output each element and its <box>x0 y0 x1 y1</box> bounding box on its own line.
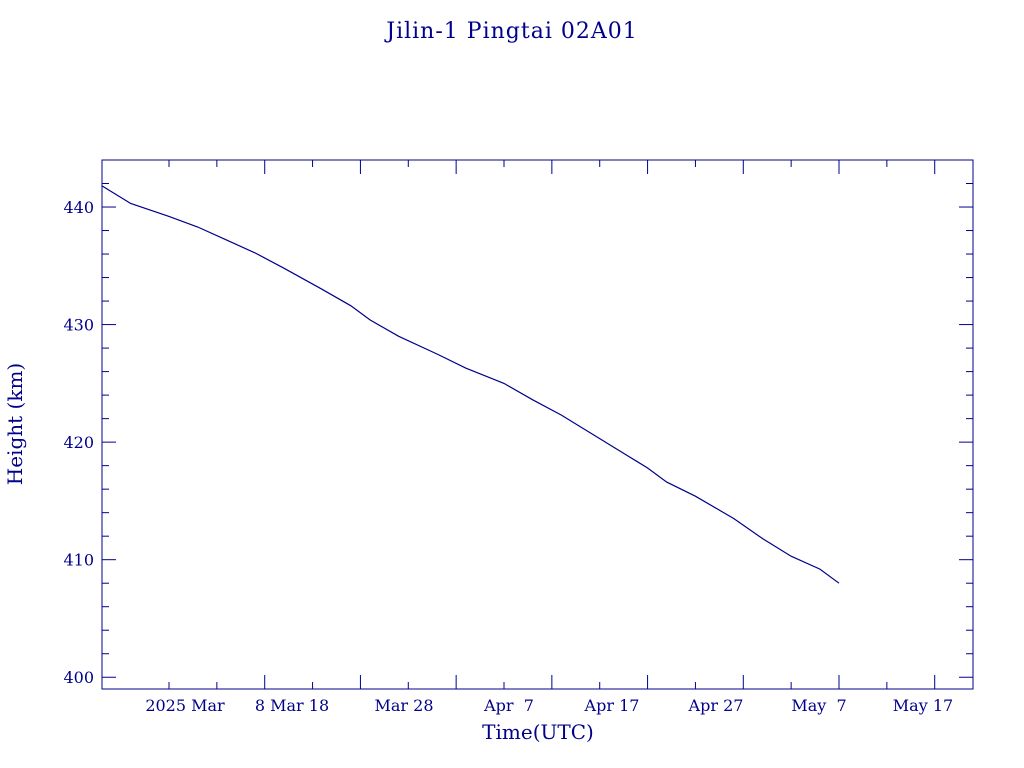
x-axis-tick-labels: 2025 Mar 8 Mar 18 Mar 28 Apr 7 Apr 17 Apr 27 M… <box>145 696 953 715</box>
x-tick-label: Apr 27 <box>688 696 744 715</box>
chart-title: Jilin-1 Pingtai 02A01 <box>384 19 637 44</box>
y-axis-label: Height (km) <box>3 363 27 485</box>
y-axis-tick-labels: 400 410 420 430 440 <box>63 198 94 687</box>
x-tick-label: Mar 28 <box>374 696 433 715</box>
x-axis-ticks <box>168 160 936 689</box>
y-tick-label: 410 <box>63 551 94 570</box>
x-tick-label: May 17 <box>893 696 953 715</box>
x-tick-label: Apr 7 <box>483 696 534 715</box>
y-tick-label: 430 <box>63 316 94 335</box>
plot-frame <box>101 159 974 690</box>
y-tick-label: 400 <box>63 668 94 687</box>
x-axis-label: Time(UTC) <box>482 720 594 744</box>
x-tick-label: May 7 <box>791 696 846 715</box>
y-tick-label: 420 <box>63 433 94 452</box>
x-tick-label: 2025 Mar <box>145 696 225 715</box>
y-axis-ticks <box>102 159 973 678</box>
x-tick-label: Apr 17 <box>584 696 640 715</box>
x-tick-label: 8 Mar 18 <box>255 696 329 715</box>
height-series-line <box>101 185 840 584</box>
y-tick-label: 440 <box>63 198 94 217</box>
